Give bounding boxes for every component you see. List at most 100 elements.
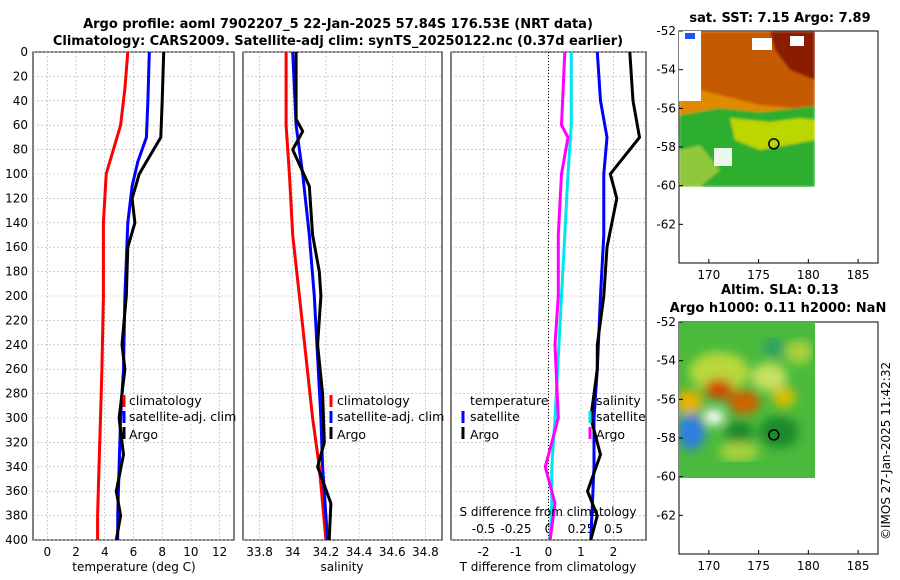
sst-cold-pixels xyxy=(685,33,695,39)
timestamp-stamp: ©IMOS 27-Jan-2025 11:42:32 xyxy=(879,362,893,540)
depth-tick-labels: 0 20 40 60 80 100 120 140 160 180 200 220 240 260 280 3… xyxy=(5,45,28,547)
sla-map-title2: Argo h1000: 0.11 h2000: NaN xyxy=(670,301,887,316)
map-lon-tick: 170 xyxy=(697,268,720,282)
salinity-xlabel: salinity xyxy=(320,560,363,574)
x-tick-label: 8 xyxy=(158,545,166,559)
depth-tick-label: 100 xyxy=(5,167,28,181)
map-lon-tick: 170 xyxy=(697,559,720,573)
depth-tick-label: 360 xyxy=(5,484,28,498)
sla-argo-location-marker xyxy=(768,429,780,441)
x-tick-label: 34.4 xyxy=(346,545,373,559)
title-line1: Argo profile: aoml 7902207_5 22-Jan-2025… xyxy=(83,17,593,32)
map-lat-tick: -56 xyxy=(656,101,676,115)
x-tick-label: 34.8 xyxy=(412,545,439,559)
depth-tick-label: 40 xyxy=(13,94,28,108)
series-line-t-satellite xyxy=(589,52,609,540)
top-tick-label: -0.5 xyxy=(472,522,495,536)
depth-tick-label: 160 xyxy=(5,240,28,254)
sla-tick-labels: 170 175 180 185 -52 -54 -56 -58 -60 -62 xyxy=(656,315,869,573)
series-layer xyxy=(96,52,641,540)
x-tick-label: 4 xyxy=(101,545,109,559)
legend-label: climatology xyxy=(129,393,202,408)
map-lat-tick: -58 xyxy=(656,431,676,445)
salinity-legend: climatology satellite-adj. clim Argo xyxy=(329,393,444,442)
depth-tick-label: 0 xyxy=(20,45,28,59)
series-line-climatology xyxy=(284,52,328,540)
depth-tick-label: 320 xyxy=(5,435,28,449)
depth-tick-label: 200 xyxy=(5,289,28,303)
x-tick-label: 34 xyxy=(285,545,300,559)
x-tick-label: 34.2 xyxy=(313,545,340,559)
map-lat-tick: -58 xyxy=(656,140,676,154)
legend-label: Argo xyxy=(596,427,625,442)
x-tick-label: 12 xyxy=(212,545,227,559)
map-lat-tick: -54 xyxy=(656,354,676,368)
sst-argo-location-marker xyxy=(768,138,780,150)
depth-tick-label: 20 xyxy=(13,69,28,83)
difference-legend: temperature satellite Argo salinity sate… xyxy=(461,393,646,442)
depth-tick-label: 340 xyxy=(5,460,28,474)
sst-light-green xyxy=(679,145,720,187)
series-line-s-satellite xyxy=(548,52,573,540)
difference-top-label: S difference from climatology xyxy=(460,505,637,519)
difference-xlabel: T difference from climatology xyxy=(459,560,637,574)
x-tick-label: 33.8 xyxy=(246,545,273,559)
sst-field xyxy=(679,31,815,187)
temperature-legend: climatology satellite-adj. clim Argo xyxy=(122,393,236,442)
series-line-argo xyxy=(114,52,166,540)
legend-label: satellite-adj. clim xyxy=(337,409,444,424)
top-tick-label: -0.25 xyxy=(500,522,531,536)
map-lat-tick: -60 xyxy=(656,179,676,193)
x-tick-labels: 0 2 4 6 8 10 12 33.8 34 34.2 34.4 34.6 34.8 -2 -1 0 1 2-0… xyxy=(44,522,624,559)
depth-tick-label: 300 xyxy=(5,411,28,425)
sst-yellow-band xyxy=(730,118,815,150)
sst-missing-data xyxy=(790,36,804,46)
depth-tick-label: 140 xyxy=(5,216,28,230)
legend-heading-salinity: salinity xyxy=(596,393,641,408)
depth-tick-label: 120 xyxy=(5,191,28,205)
depth-tick-label: 180 xyxy=(5,265,28,279)
depth-tick-label: 240 xyxy=(5,338,28,352)
x-tick-label: 1 xyxy=(577,545,585,559)
x-tick-label: 34.6 xyxy=(379,545,406,559)
depth-tick-label: 400 xyxy=(5,533,28,547)
legend-label: satellite xyxy=(596,409,646,424)
x-tick-label: 2 xyxy=(72,545,80,559)
x-tick-label: 6 xyxy=(130,545,138,559)
series-line-argo xyxy=(291,52,333,540)
depth-tick-label: 80 xyxy=(13,143,28,157)
depth-tick-label: 280 xyxy=(5,387,28,401)
sst-missing-data xyxy=(752,38,772,50)
title-line2: Climatology: CARS2009. Satellite-adj cli… xyxy=(53,34,623,49)
legend-label: climatology xyxy=(337,393,410,408)
map-lat-tick: -62 xyxy=(656,217,676,231)
map-lon-tick: 180 xyxy=(797,268,820,282)
depth-tick-label: 260 xyxy=(5,362,28,376)
legend-label: satellite-adj. clim xyxy=(129,409,236,424)
series-line-climatology xyxy=(96,52,130,540)
map-lat-tick: -56 xyxy=(656,392,676,406)
depth-tick-label: 220 xyxy=(5,313,28,327)
map-lon-tick: 180 xyxy=(797,559,820,573)
series-line-s-argo xyxy=(543,52,570,540)
depth-tick-label: 380 xyxy=(5,509,28,523)
sst-tick-labels: 170 175 180 185 -52 -54 -56 -58 -60 -62 xyxy=(656,24,869,282)
x-tick-label: -2 xyxy=(478,545,490,559)
temperature-xlabel: temperature (deg C) xyxy=(72,560,195,574)
legend-label: Argo xyxy=(470,427,499,442)
depth-tick-label: 60 xyxy=(13,118,28,132)
map-lat-tick: -52 xyxy=(656,315,676,329)
legend-label: Argo xyxy=(129,427,158,442)
sla-map-title1: Altim. SLA: 0.13 xyxy=(721,283,839,298)
map-lon-tick: 175 xyxy=(747,559,770,573)
top-tick-label: 0.25 xyxy=(568,522,595,536)
map-lat-tick: -52 xyxy=(656,24,676,38)
x-tick-label: 2 xyxy=(610,545,618,559)
sla-field xyxy=(679,322,815,478)
map-lon-tick: 185 xyxy=(847,268,870,282)
x-tick-label: -1 xyxy=(510,545,522,559)
sst-missing-data xyxy=(714,148,732,166)
map-lat-tick: -60 xyxy=(656,470,676,484)
map-lat-tick: -62 xyxy=(656,508,676,522)
